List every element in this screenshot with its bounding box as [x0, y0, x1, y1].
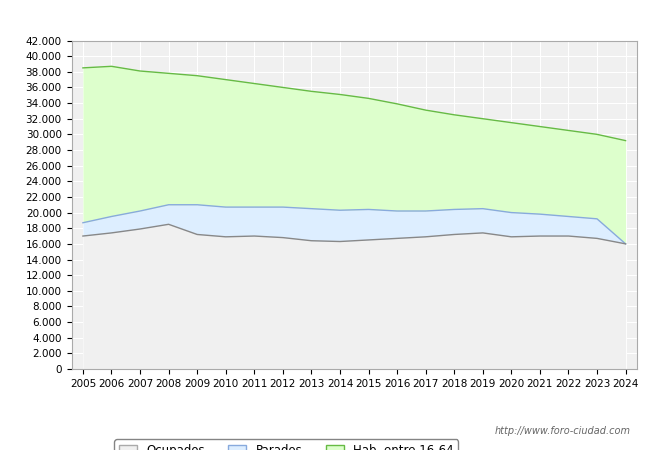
Text: http://www.foro-ciudad.com: http://www.foro-ciudad.com: [495, 427, 630, 436]
Text: Torrelavega - Evolucion de la poblacion en edad de Trabajar Mayo de 2024: Torrelavega - Evolucion de la poblacion …: [76, 12, 574, 24]
Legend: Ocupados, Parados, Hab. entre 16-64: Ocupados, Parados, Hab. entre 16-64: [114, 439, 458, 450]
